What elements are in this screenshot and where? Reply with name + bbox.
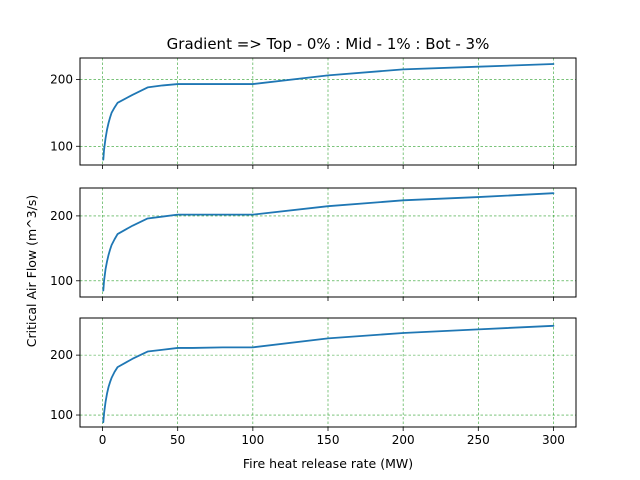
y-tick-label: 100: [50, 408, 73, 422]
subplots: 100 200 100 200 100 200 0 50 100 150 200 250 300: [50, 57, 577, 447]
series-line-bot: [102, 324, 555, 424]
y-tick-label: 200: [50, 72, 73, 86]
x-tick-label: 0: [99, 433, 107, 447]
x-tick-label: 200: [392, 433, 415, 447]
series-line-top: [102, 63, 555, 161]
x-axis-label: Fire heat release rate (MW): [243, 456, 413, 471]
x-tick-label: 50: [170, 433, 185, 447]
series-line-mid: [102, 192, 555, 292]
subplot-top: 100 200: [50, 57, 577, 169]
y-axis-label: Critical Air Flow (m^3/s): [24, 195, 39, 347]
y-tick-label: 200: [50, 348, 73, 362]
x-tick-label: 100: [241, 433, 264, 447]
x-tick-label: 150: [317, 433, 340, 447]
subplot-mid: 100 200: [50, 187, 577, 301]
y-tick-label: 100: [50, 139, 73, 153]
axes-frame: [79, 187, 577, 298]
chart-title: Gradient => Top - 0% : Mid - 1% : Bot - …: [167, 35, 490, 53]
y-tick-label: 100: [50, 274, 73, 288]
subplot-bot: 100 200 0 50 100 150 200 250 300: [50, 317, 577, 447]
x-tick-label: 250: [467, 433, 490, 447]
y-tick-label: 200: [50, 209, 73, 223]
axes-frame: [79, 317, 577, 428]
axes-frame: [79, 57, 577, 166]
x-tick-label: 300: [542, 433, 565, 447]
